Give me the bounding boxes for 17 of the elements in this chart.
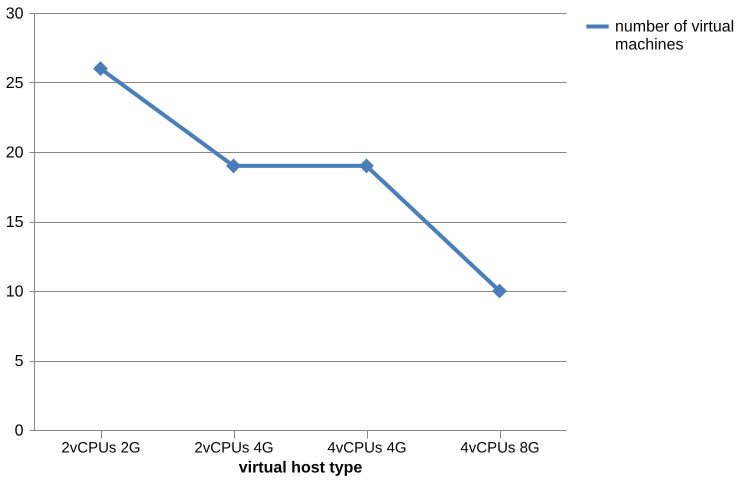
y-tick-label: 0: [14, 422, 24, 440]
legend-label: number of virtual machines: [615, 18, 734, 54]
x-tick-label: 4vCPUs 4G: [327, 440, 407, 456]
y-tick-label: 15: [6, 214, 24, 231]
x-tick-label: 2vCPUs 4G: [194, 440, 274, 456]
y-tick-label: 10: [6, 284, 24, 300]
point: [492, 284, 507, 298]
y-tick-label: 5: [14, 353, 24, 370]
x-tick-label: 2vCPUs 2G: [61, 440, 141, 456]
x-axis-title: virtual host type: [238, 460, 362, 476]
x-tick-label: 4vCPUs 8G: [460, 440, 540, 456]
point: [226, 158, 241, 174]
point: [93, 61, 108, 76]
y-tick-label: 25: [6, 75, 24, 92]
y-tick-label: 20: [6, 144, 24, 162]
y-tick-label: 30: [6, 6, 24, 22]
point: [359, 158, 374, 174]
